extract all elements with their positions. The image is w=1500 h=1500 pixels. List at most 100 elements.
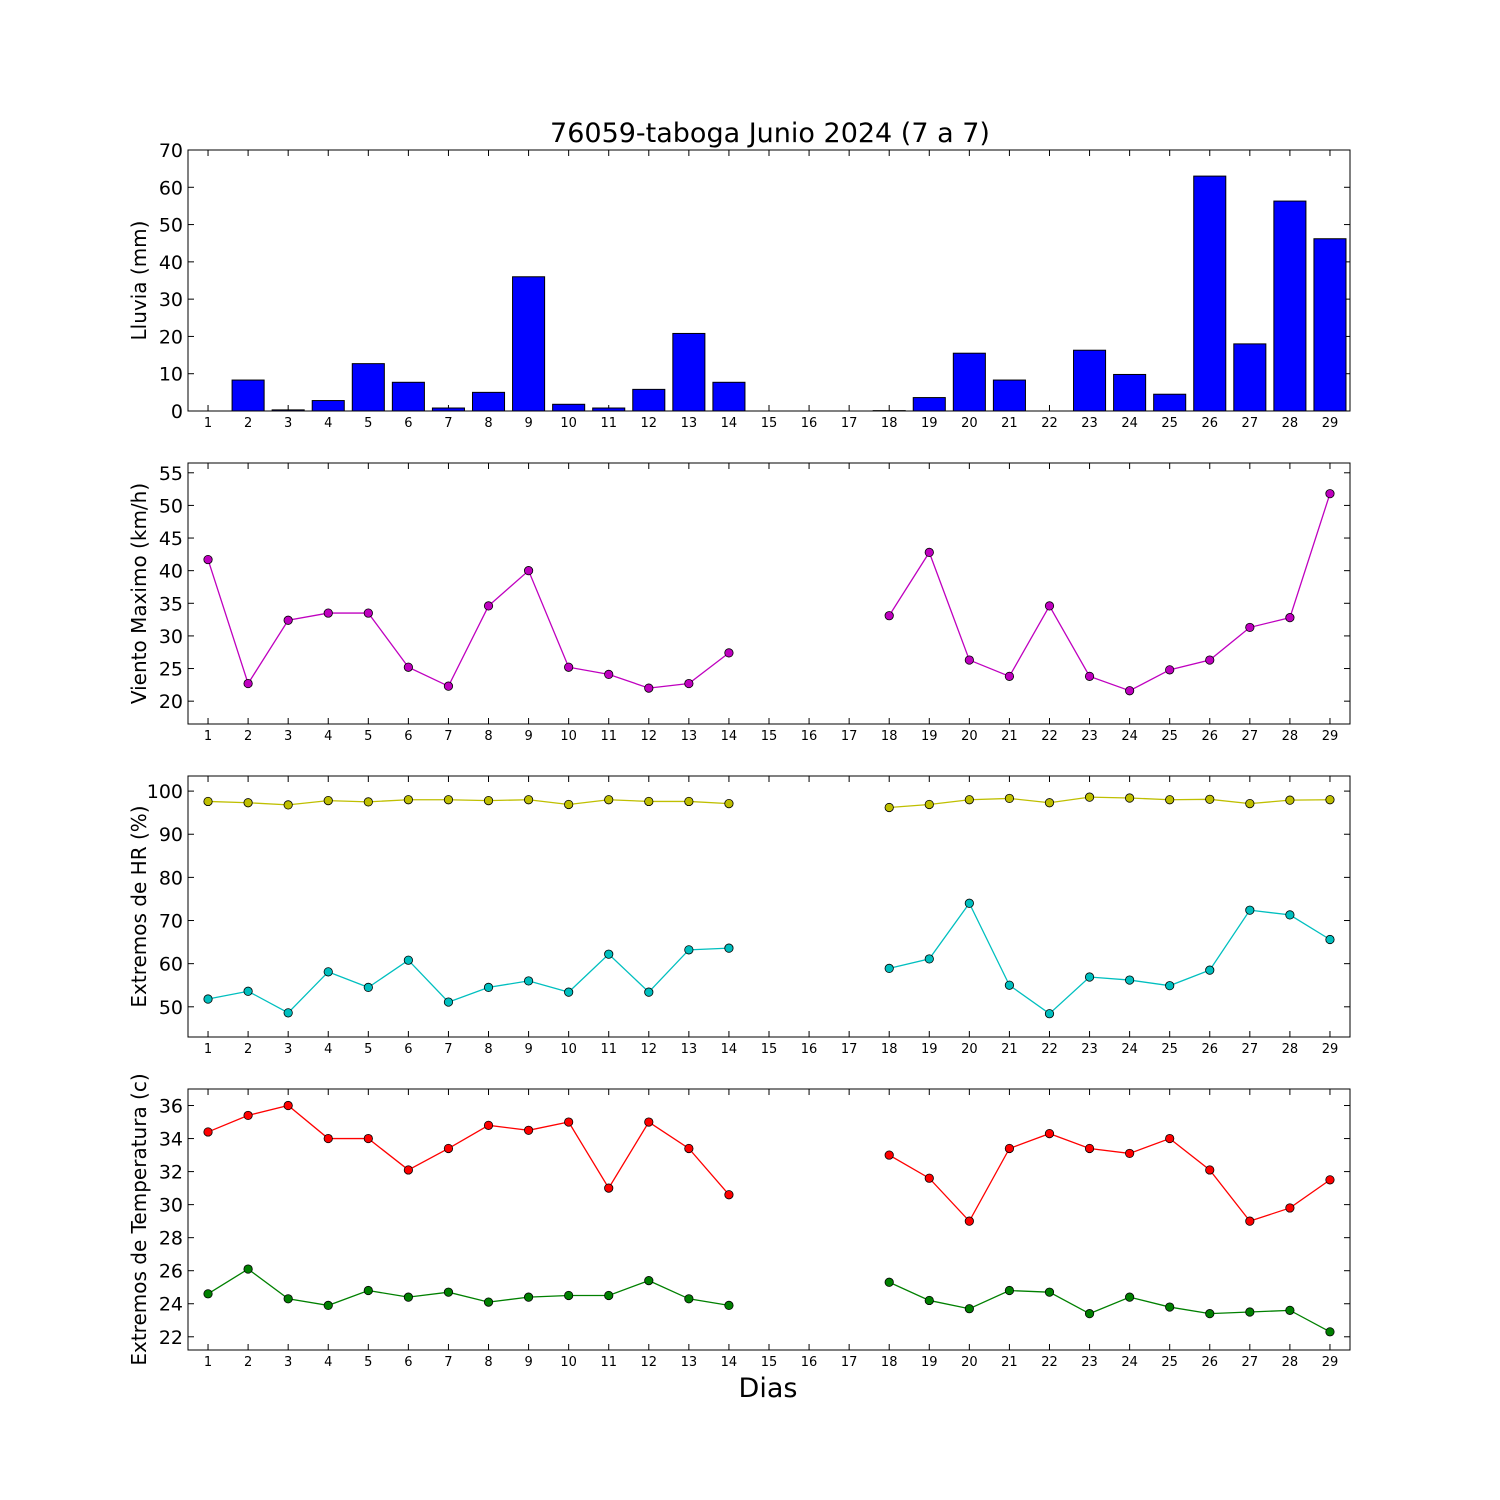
data-point-hr_max [924, 799, 934, 810]
bar [231, 379, 265, 412]
data-point-temp_max [283, 1100, 293, 1111]
x-tick-label: 21 [1001, 416, 1018, 431]
x-tick-label: 10 [560, 729, 577, 744]
x-tick-label: 11 [600, 729, 617, 744]
x-tick-label: 20 [961, 1355, 978, 1370]
y-tick-label: 60 [159, 954, 183, 976]
data-point-temp_min [1205, 1309, 1215, 1319]
data-point-temp_max [604, 1183, 614, 1193]
bar [592, 407, 626, 412]
data-point-temp_max [1205, 1165, 1215, 1175]
data-point-temp_max [1165, 1133, 1175, 1144]
data-point-hr_max [323, 795, 333, 806]
x-tick-label: 18 [881, 416, 898, 431]
x-tick-label: 13 [681, 1355, 698, 1370]
data-point-viento [443, 681, 454, 691]
x-tick-label: 27 [1242, 1042, 1259, 1057]
y-tick-label: 90 [159, 824, 183, 846]
y-tick-label: 35 [159, 593, 183, 615]
data-point-temp_min [884, 1277, 894, 1287]
data-point-temp_max [323, 1133, 333, 1144]
data-point-hr_min [323, 967, 333, 977]
x-tick-label: 4 [324, 729, 332, 744]
x-tick-label: 23 [1081, 1355, 1098, 1370]
data-point-temp_max [443, 1143, 454, 1154]
y-tick-label: 70 [159, 140, 183, 162]
x-tick-label: 26 [1201, 729, 1218, 744]
data-point-temp_max [1325, 1175, 1335, 1185]
x-tick-label: 12 [641, 1355, 658, 1370]
x-tick-label: 24 [1121, 1042, 1138, 1057]
x-tick-label: 1 [204, 416, 212, 431]
x-tick-label: 24 [1121, 729, 1138, 744]
data-point-temp_max [644, 1117, 654, 1127]
data-point-viento [924, 547, 934, 557]
data-point-hr_max [604, 795, 614, 805]
data-point-temp_min [1084, 1309, 1095, 1319]
data-point-temp_min [283, 1294, 293, 1304]
x-tick-label: 20 [961, 416, 978, 431]
x-tick-label: 28 [1282, 1355, 1299, 1370]
y-tick-label: 70 [159, 911, 183, 933]
x-tick-label: 7 [444, 729, 452, 744]
data-point-hr_max [363, 797, 373, 807]
data-point-temp_min [1245, 1307, 1255, 1317]
data-point-temp_min [924, 1295, 934, 1306]
x-tick-label: 15 [761, 416, 778, 431]
x-tick-label: 29 [1322, 1042, 1339, 1057]
data-point-hr_min [644, 987, 654, 997]
data-point-viento [1245, 622, 1255, 633]
x-tick-label: 3 [284, 1355, 292, 1370]
bar [1113, 373, 1147, 412]
data-point-temp_min [724, 1300, 734, 1310]
x-tick-label: 14 [721, 729, 738, 744]
x-tick-label: 21 [1001, 1355, 1018, 1370]
data-point-viento [403, 662, 413, 672]
series-line-hr_min [207, 947, 729, 1014]
data-point-temp_max [924, 1173, 934, 1183]
x-tick-label: 9 [524, 1355, 532, 1370]
data-point-temp_max [203, 1127, 213, 1137]
data-point-hr_min [203, 994, 213, 1004]
x-tick-label: 27 [1242, 416, 1259, 431]
data-point-temp_max [564, 1117, 574, 1127]
data-point-viento [363, 608, 373, 618]
x-tick-label: 5 [364, 1355, 372, 1370]
data-point-hr_max [1044, 798, 1055, 808]
x-tick-label: 10 [560, 416, 577, 431]
x-tick-label: 29 [1322, 729, 1339, 744]
data-point-temp_min [243, 1264, 253, 1274]
x-tick-label: 3 [284, 1042, 292, 1057]
bar [552, 403, 586, 412]
data-point-hr_max [1325, 795, 1335, 805]
bar [1233, 343, 1267, 412]
x-tick-label: 8 [484, 1042, 492, 1057]
bar [1073, 349, 1107, 412]
x-tick-label: 25 [1161, 416, 1178, 431]
x-tick-label: 18 [881, 1355, 898, 1370]
chart-title: 76059-taboga Junio 2024 (7 a 7) [550, 118, 990, 149]
y-tick-label: 20 [159, 326, 183, 348]
x-tick-label: 22 [1041, 1042, 1058, 1057]
data-point-viento [884, 611, 894, 621]
data-point-hr_max [1285, 795, 1295, 805]
data-point-viento [523, 566, 534, 576]
x-tick-label: 17 [841, 1042, 858, 1057]
x-tick-label: 28 [1282, 729, 1299, 744]
data-point-hr_min [483, 982, 494, 992]
y-axis-label: Extremos de Temperatura (c) [127, 1073, 151, 1365]
x-tick-label: 9 [524, 416, 532, 431]
x-tick-label: 15 [761, 1355, 778, 1370]
x-tick-label: 6 [404, 416, 412, 431]
data-point-viento [684, 678, 694, 689]
data-point-viento [483, 601, 494, 611]
data-point-hr_max [523, 795, 534, 805]
x-tick-label: 29 [1322, 1355, 1339, 1370]
x-tick-label: 19 [921, 416, 938, 431]
x-tick-label: 12 [641, 729, 658, 744]
data-point-temp_max [1044, 1129, 1055, 1139]
data-point-temp_min [684, 1294, 694, 1304]
data-point-hr_min [724, 943, 734, 953]
y-tick-label: 0 [171, 401, 183, 423]
series-line-temp_max [207, 1104, 730, 1196]
